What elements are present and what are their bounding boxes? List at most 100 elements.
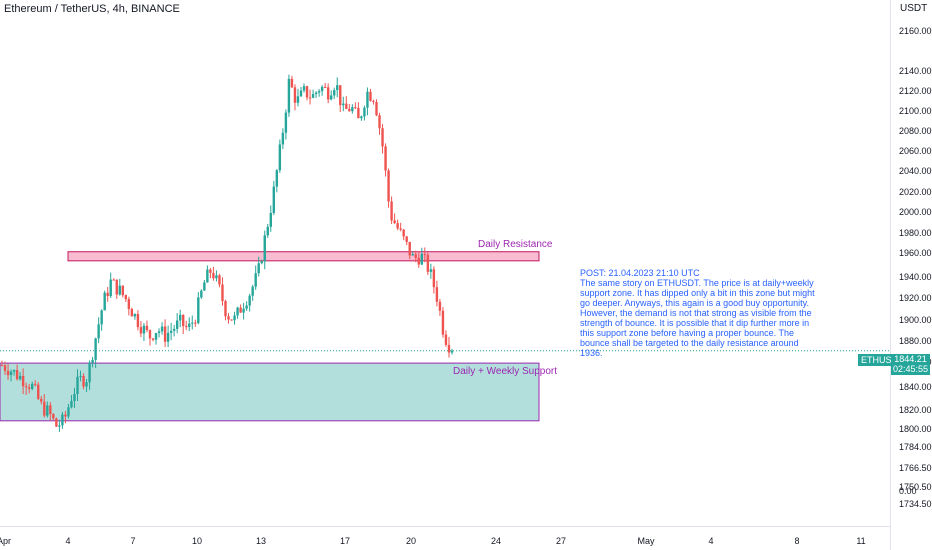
x-tick-label: 20 bbox=[405, 536, 417, 546]
candle-body bbox=[360, 116, 363, 119]
candle-body bbox=[251, 286, 254, 296]
candle-body bbox=[169, 330, 173, 333]
candle-body bbox=[12, 370, 16, 372]
y-tick-label: 1820.00 bbox=[899, 405, 932, 415]
candle-body bbox=[188, 323, 191, 327]
candle-body bbox=[182, 314, 185, 327]
y-tick-label: 2020.00 bbox=[899, 187, 932, 197]
candle-body bbox=[438, 301, 442, 311]
y-tick-label: 1800.00 bbox=[899, 424, 932, 434]
candle-body bbox=[426, 254, 430, 272]
candle-body bbox=[339, 85, 342, 106]
candle-body bbox=[221, 284, 224, 302]
candle-body bbox=[254, 273, 257, 287]
candle-body bbox=[447, 344, 451, 353]
candle-body bbox=[381, 128, 384, 147]
currency-label: USDT bbox=[900, 3, 928, 14]
candle-body bbox=[266, 226, 269, 236]
x-tick-label: 13 bbox=[255, 536, 267, 546]
candle-body bbox=[31, 383, 34, 389]
candle-body bbox=[154, 333, 158, 340]
candle-body bbox=[85, 382, 88, 387]
candle-body bbox=[175, 320, 179, 329]
candle-body bbox=[248, 295, 251, 306]
candle-body bbox=[112, 279, 115, 281]
y-tick-label: 1960.00 bbox=[899, 248, 932, 258]
note-line: The same story on ETHUSDT. The price is … bbox=[580, 278, 815, 358]
candle-body bbox=[133, 314, 137, 317]
candle-body bbox=[423, 253, 427, 255]
candle-body bbox=[417, 257, 420, 265]
candle-body bbox=[342, 103, 345, 106]
x-tick-label: 4 bbox=[708, 536, 714, 546]
candle-body bbox=[127, 299, 131, 309]
candle-body bbox=[260, 261, 263, 264]
candle-body bbox=[88, 362, 91, 383]
candle-body bbox=[203, 282, 206, 291]
candle-body bbox=[115, 279, 118, 295]
candle-body bbox=[142, 325, 146, 334]
x-tick-label: 4 bbox=[65, 536, 71, 546]
candle-body bbox=[420, 253, 423, 265]
candle-body bbox=[293, 87, 297, 103]
candle-body bbox=[94, 338, 97, 360]
candle-body bbox=[34, 383, 37, 385]
candle-body bbox=[43, 401, 46, 416]
candle-body bbox=[0, 365, 4, 367]
candle-body bbox=[103, 292, 106, 311]
candle-body bbox=[18, 375, 22, 380]
candle-body bbox=[348, 108, 351, 112]
candle-body bbox=[100, 310, 103, 325]
chart-title: Ethereum / TetherUS, 4h, BINANCE bbox=[4, 3, 180, 15]
y-tick-label: 2160.00 bbox=[899, 26, 932, 36]
candle-body bbox=[82, 375, 85, 387]
x-tick-label: 24 bbox=[490, 536, 502, 546]
candle-body bbox=[329, 95, 333, 100]
candle-body bbox=[408, 241, 411, 256]
candle-body bbox=[326, 87, 330, 100]
candle-body bbox=[233, 315, 236, 321]
candle-body bbox=[363, 107, 366, 117]
candle-body bbox=[197, 297, 200, 324]
price-axis-panel bbox=[890, 0, 932, 550]
candle-body bbox=[76, 376, 79, 395]
candle-body bbox=[320, 86, 324, 92]
candle-body bbox=[323, 86, 327, 88]
candle-body bbox=[411, 254, 414, 256]
candle-body bbox=[387, 170, 390, 202]
candle-body bbox=[245, 305, 248, 309]
y-tick-label: 2100.00 bbox=[899, 106, 932, 116]
y-tick-label: 1900.00 bbox=[899, 315, 932, 325]
candle-body bbox=[79, 375, 82, 377]
candle-body bbox=[372, 100, 375, 102]
candle-body bbox=[160, 326, 164, 332]
candle-body bbox=[281, 132, 285, 145]
candle-body bbox=[109, 279, 112, 297]
x-tick-label: 27 bbox=[555, 536, 567, 546]
y-tick-label: 1940.00 bbox=[899, 272, 932, 282]
y-tick-label: 1784.00 bbox=[899, 442, 932, 452]
candle-body bbox=[52, 414, 55, 419]
candle-body bbox=[311, 94, 315, 98]
x-tick-label: 7 bbox=[130, 536, 136, 546]
bar-countdown: 02:45:55 bbox=[892, 364, 929, 374]
candle-body bbox=[215, 275, 218, 279]
candle-body bbox=[21, 375, 25, 387]
y-tick-label: 2040.00 bbox=[899, 166, 932, 176]
candle-body bbox=[191, 322, 194, 324]
y-tick-label: 1766.50 bbox=[899, 463, 932, 473]
candle-body bbox=[6, 370, 10, 376]
candle-body bbox=[130, 308, 134, 317]
candle-body bbox=[369, 91, 372, 101]
candle-body bbox=[257, 263, 260, 274]
candle-body bbox=[145, 325, 149, 331]
candle-body bbox=[124, 295, 128, 300]
candle-body bbox=[290, 78, 294, 88]
candle-body bbox=[242, 308, 245, 313]
x-tick-label: 17 bbox=[339, 536, 351, 546]
candle-body bbox=[157, 331, 161, 334]
candle-body bbox=[67, 407, 70, 417]
candle-body bbox=[91, 359, 94, 363]
candle-body bbox=[441, 310, 445, 335]
time-axis-line bbox=[0, 526, 890, 527]
